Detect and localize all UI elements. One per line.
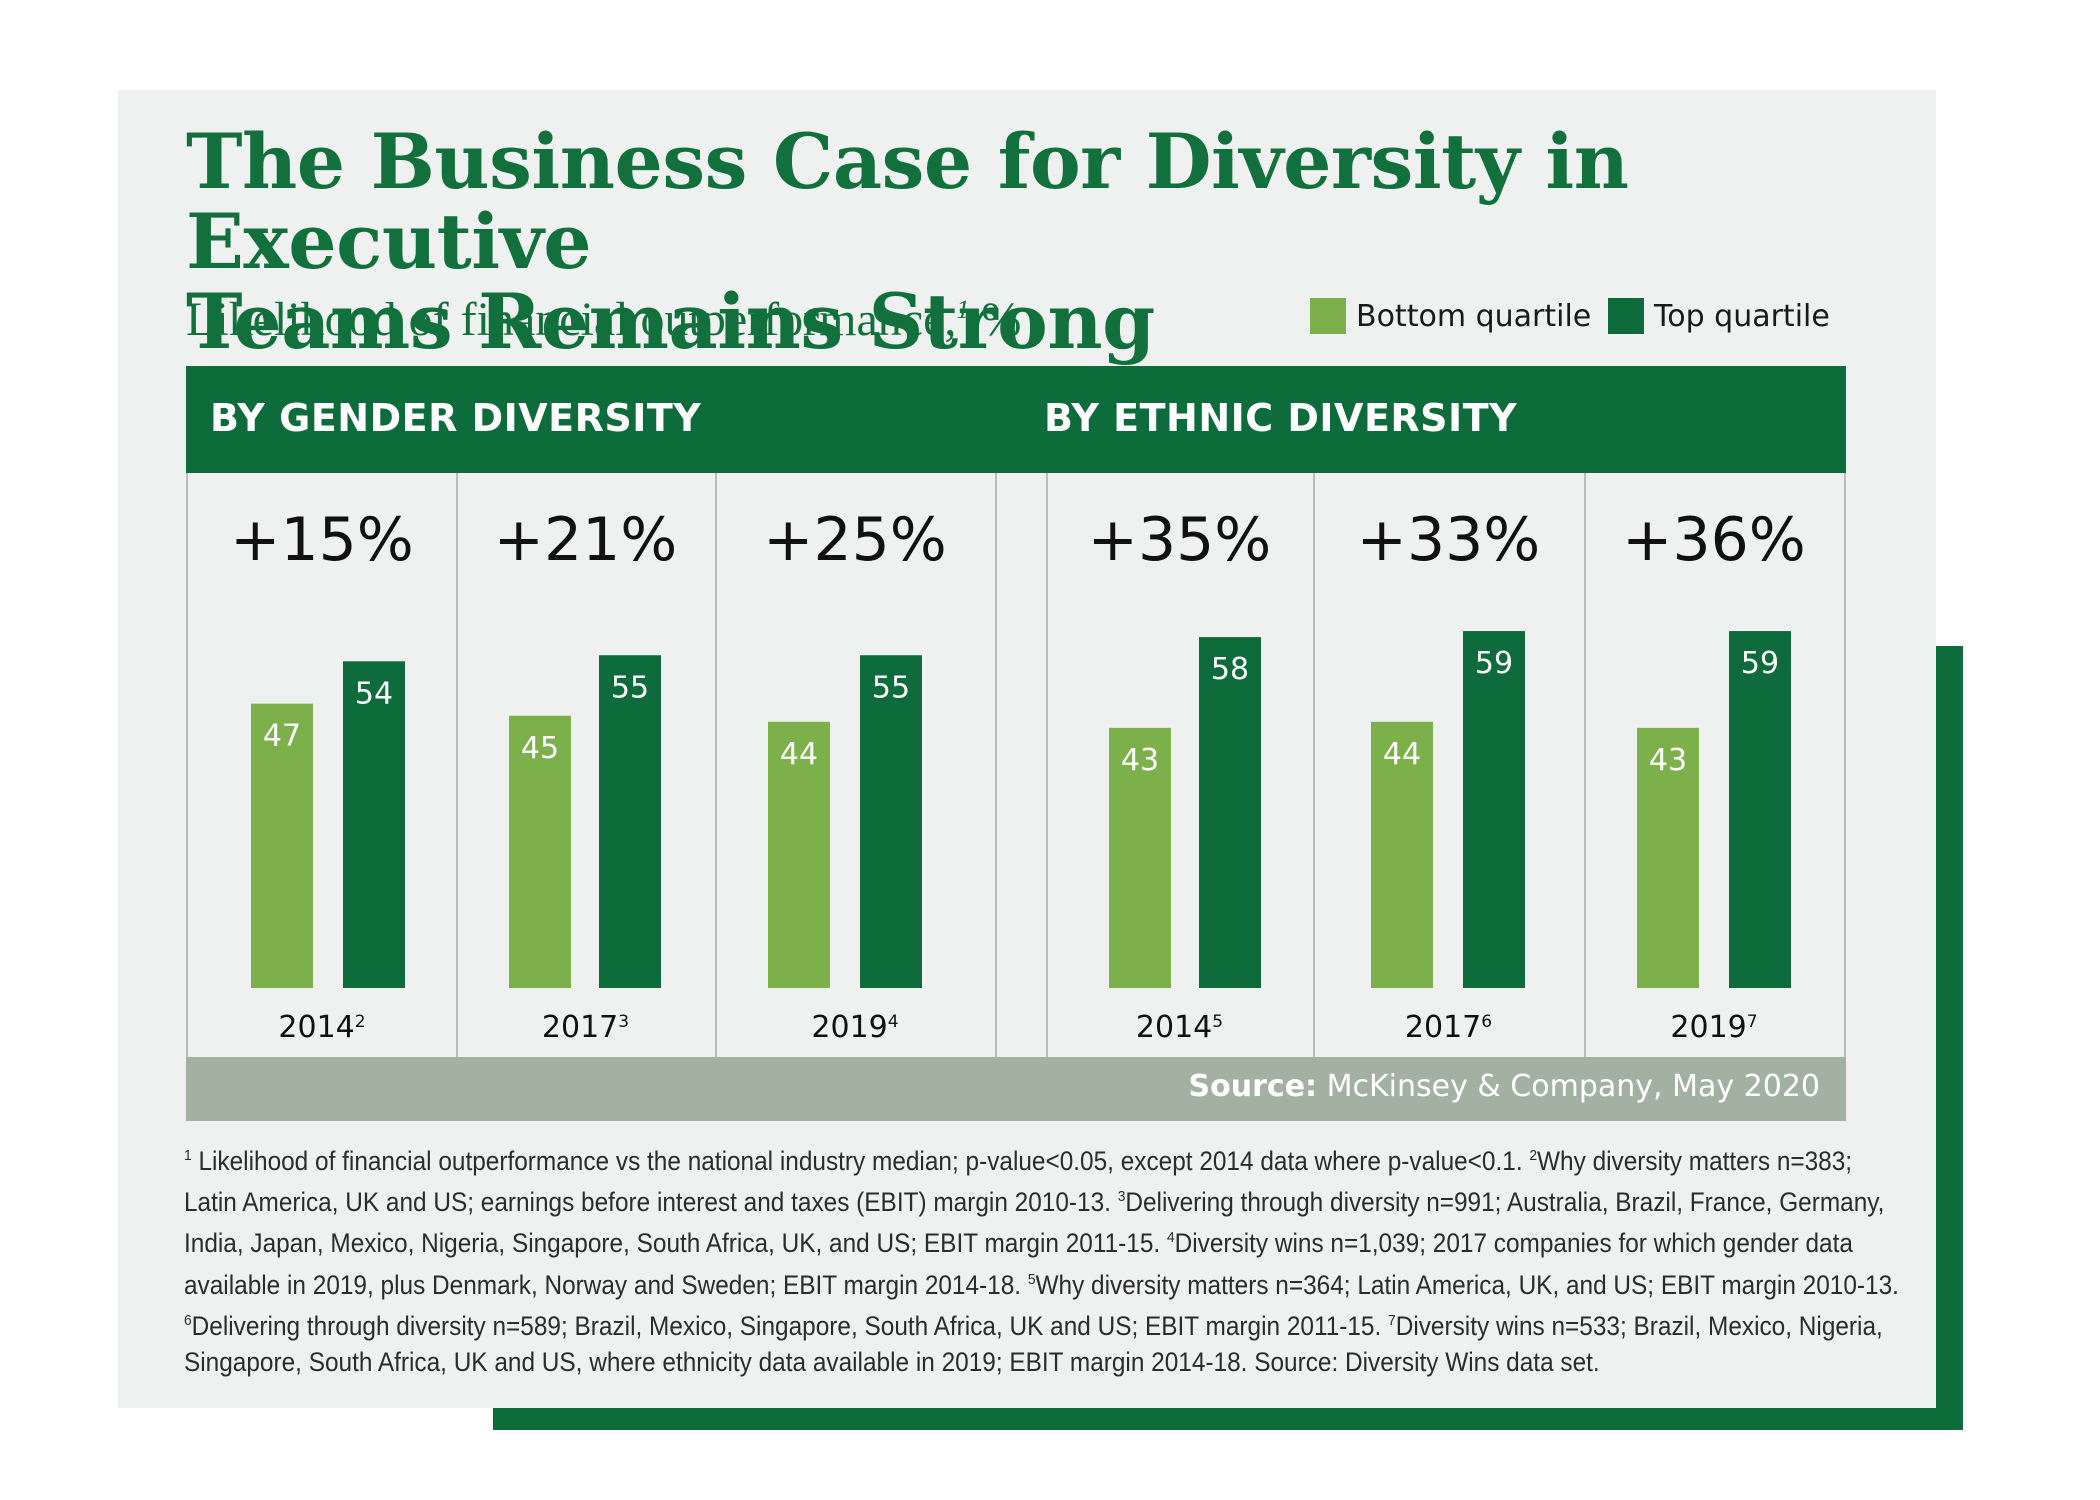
year-label: 20197 [1670, 1010, 1757, 1045]
legend-label-top-quartile: Top quartile [1654, 298, 1830, 334]
bar-value-label: 59 [1741, 646, 1779, 681]
bar-bottom-quartile [768, 721, 830, 988]
outperformance-delta: +25% [763, 505, 947, 575]
bar-value-label: 44 [780, 737, 818, 772]
chart-subtitle: Likelihood of financial outperformance,1… [186, 292, 1021, 347]
panel-divider [456, 473, 458, 1057]
title-line-1: The Business Case for Diversity in Execu… [186, 117, 1629, 286]
bar-bottom-quartile [1109, 727, 1171, 988]
footnote-number: 6 [184, 1311, 192, 1329]
footnote-text: Latin America, UK and US; earnings befor… [184, 1187, 1118, 1218]
panel-divider [1584, 473, 1586, 1057]
group-header-bar [186, 366, 1846, 473]
source-value: McKinsey & Company, May 2020 [1317, 1069, 1820, 1104]
footnote-text: Diversity wins n=533; Brazil, Mexico, Ni… [1395, 1310, 1883, 1341]
outperformance-delta: +21% [494, 505, 678, 575]
footnote-number: 2 [1529, 1147, 1538, 1164]
panel-divider [715, 473, 717, 1057]
footnote-text: India, Japan, Mexico, Nigeria, Singapore… [184, 1228, 1167, 1259]
footnote-text: Diversity wins n=1,039; 2017 companies f… [1174, 1228, 1853, 1259]
bar-bottom-quartile [1637, 727, 1699, 988]
footnote-number: 5 [1027, 1270, 1036, 1288]
bar-value-label: 47 [263, 719, 301, 754]
footnotes: 1 Likelihood of financial outperformance… [184, 1138, 1899, 1381]
footnote-line: 1 Likelihood of financial outperformance… [184, 1138, 1852, 1179]
outperformance-delta: +33% [1357, 505, 1541, 575]
footnote-line: available in 2019, plus Denmark, Norway … [184, 1262, 1899, 1303]
bar-value-label: 54 [355, 676, 393, 711]
footnote-text: Why diversity matters n=383; [1537, 1145, 1853, 1176]
bar-bottom-quartile [509, 715, 571, 988]
bar-top-quartile [1729, 631, 1791, 988]
year-label: 20173 [542, 1010, 629, 1045]
year-footnote-mark: 2 [355, 1012, 366, 1032]
footnote-number: 4 [1166, 1229, 1175, 1247]
outperformance-delta: +35% [1088, 505, 1272, 575]
year-label: 20176 [1405, 1010, 1492, 1045]
bar-value-label: 58 [1211, 652, 1249, 687]
bar-top-quartile [1199, 637, 1261, 988]
footnote-line: India, Japan, Mexico, Nigeria, Singapore… [184, 1220, 1853, 1261]
outperformance-delta: +36% [1622, 505, 1806, 575]
bar-top-quartile [343, 661, 405, 988]
footnote-line: Latin America, UK and US; earnings befor… [184, 1179, 1884, 1220]
panel-divider [1046, 473, 1048, 1057]
bar-value-label: 43 [1649, 743, 1687, 778]
bar-value-label: 44 [1383, 737, 1421, 772]
footnote-text: Likelihood of financial outperformance v… [191, 1145, 1530, 1176]
footnote-text: available in 2019, plus Denmark, Norway … [184, 1269, 1028, 1300]
group-label-ethnic: BY ETHNIC DIVERSITY [1044, 396, 1518, 440]
legend-label-bottom-quartile: Bottom quartile [1356, 298, 1592, 334]
bar-bottom-quartile [251, 703, 313, 988]
legend-swatch-bottom-quartile [1310, 298, 1346, 334]
footnote-number: 3 [1117, 1188, 1126, 1206]
year-label: 20145 [1136, 1010, 1223, 1045]
year-label: 20194 [811, 1010, 898, 1045]
panel-divider [995, 473, 997, 1057]
bar-value-label: 59 [1475, 646, 1513, 681]
subtitle-footnote-mark: 1 [956, 295, 970, 324]
year-footnote-mark: 4 [888, 1012, 899, 1032]
footnote-line: Singapore, South Africa, UK and US, wher… [184, 1344, 1748, 1380]
footnote-text: Delivering through diversity n=589; Braz… [191, 1310, 1389, 1341]
footnote-line: 6Delivering through diversity n=589; Bra… [184, 1303, 1883, 1344]
subtitle-text: Likelihood of financial outperformance, [186, 293, 957, 346]
legend-item-bottom-quartile: Bottom quartile [1310, 298, 1591, 334]
footnote-number: 7 [1388, 1311, 1396, 1329]
bar-top-quartile [860, 655, 922, 988]
bar-value-label: 43 [1121, 743, 1159, 778]
bar-value-label: 55 [611, 670, 649, 705]
year-footnote-mark: 3 [618, 1012, 629, 1032]
bar-top-quartile [1463, 631, 1525, 988]
footnote-text: Why diversity matters n=364; Latin Ameri… [1035, 1269, 1899, 1300]
title-line-2: Teams Remains Strong [186, 277, 1155, 366]
outperformance-delta: +15% [230, 505, 414, 575]
bar-value-label: 55 [872, 670, 910, 705]
subtitle-unit: % [969, 293, 1022, 346]
year-footnote-mark: 5 [1212, 1012, 1223, 1032]
legend-swatch-top-quartile [1608, 298, 1644, 334]
panel-divider [1313, 473, 1315, 1057]
footnote-number: 1 [184, 1147, 192, 1164]
footnote-text: Delivering through diversity n=991; Aust… [1125, 1187, 1885, 1218]
page-title: The Business Case for Diversity in Execu… [186, 122, 1906, 362]
group-label-gender: BY GENDER DIVERSITY [210, 396, 702, 440]
bar-bottom-quartile [1371, 721, 1433, 988]
year-label: 20142 [278, 1010, 365, 1045]
source-label: Source: [1188, 1069, 1318, 1104]
bar-value-label: 45 [521, 731, 559, 766]
year-footnote-mark: 7 [1747, 1012, 1758, 1032]
source-bar: Source: McKinsey & Company, May 2020 [186, 1057, 1846, 1121]
chart-panel [186, 473, 1846, 1057]
year-footnote-mark: 6 [1481, 1012, 1492, 1032]
footnote-text: Singapore, South Africa, UK and US, wher… [184, 1347, 1600, 1378]
legend-item-top-quartile: Top quartile [1608, 298, 1830, 334]
source-text: Source: McKinsey & Company, May 2020 [1189, 1069, 1820, 1104]
bar-top-quartile [599, 655, 661, 988]
